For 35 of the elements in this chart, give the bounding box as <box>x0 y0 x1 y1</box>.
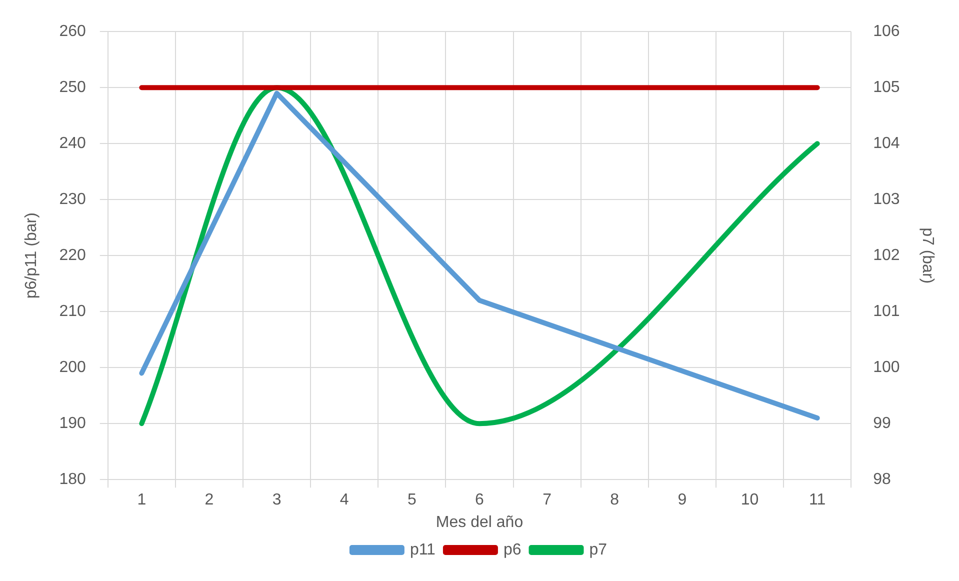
y-tick-label: 210 <box>59 303 86 320</box>
y-axis-title: p6/p11 (bar) <box>23 212 40 299</box>
x-tick-label: 6 <box>475 492 484 509</box>
x-tick-label: 11 <box>809 492 826 509</box>
x-tick-label: 9 <box>678 492 687 509</box>
y-tick-label: 220 <box>59 247 86 264</box>
y2-tick-label: 103 <box>873 191 900 208</box>
y2-tick-label: 105 <box>873 79 900 96</box>
y-tick-label: 250 <box>59 79 86 96</box>
legend-label: p6 <box>503 541 522 558</box>
legend-label: p11 <box>410 541 436 558</box>
x-tick-label: 10 <box>740 492 759 509</box>
y2-tick-label: 104 <box>873 135 900 152</box>
y-tick-label: 190 <box>59 415 86 432</box>
x-tick-label: 4 <box>340 492 349 509</box>
legend-label: p7 <box>589 541 608 558</box>
y2-axis-title: p7 (bar) <box>918 228 936 284</box>
y-tick-label: 200 <box>59 359 86 376</box>
x-axis-title: Mes del año <box>436 514 524 531</box>
x-tick-label: 2 <box>204 492 214 509</box>
x-tick-label: 7 <box>542 492 552 509</box>
y-tick-label: 230 <box>59 191 86 208</box>
y-tick-label: 180 <box>59 471 86 488</box>
y2-tick-label: 100 <box>873 359 900 376</box>
y2-tick-label: 98 <box>873 471 892 488</box>
x-tick-label: 5 <box>407 492 416 509</box>
y2-tick-label: 106 <box>873 23 900 40</box>
y2-tick-label: 102 <box>873 247 900 264</box>
y-tick-label: 240 <box>59 135 86 152</box>
y-tick-label: 260 <box>59 23 86 40</box>
x-tick-label: 8 <box>610 492 620 509</box>
y2-tick-label: 101 <box>873 303 900 320</box>
x-tick-label: 1 <box>137 492 146 509</box>
x-tick-label: 3 <box>272 492 282 509</box>
y2-tick-label: 99 <box>873 415 892 432</box>
